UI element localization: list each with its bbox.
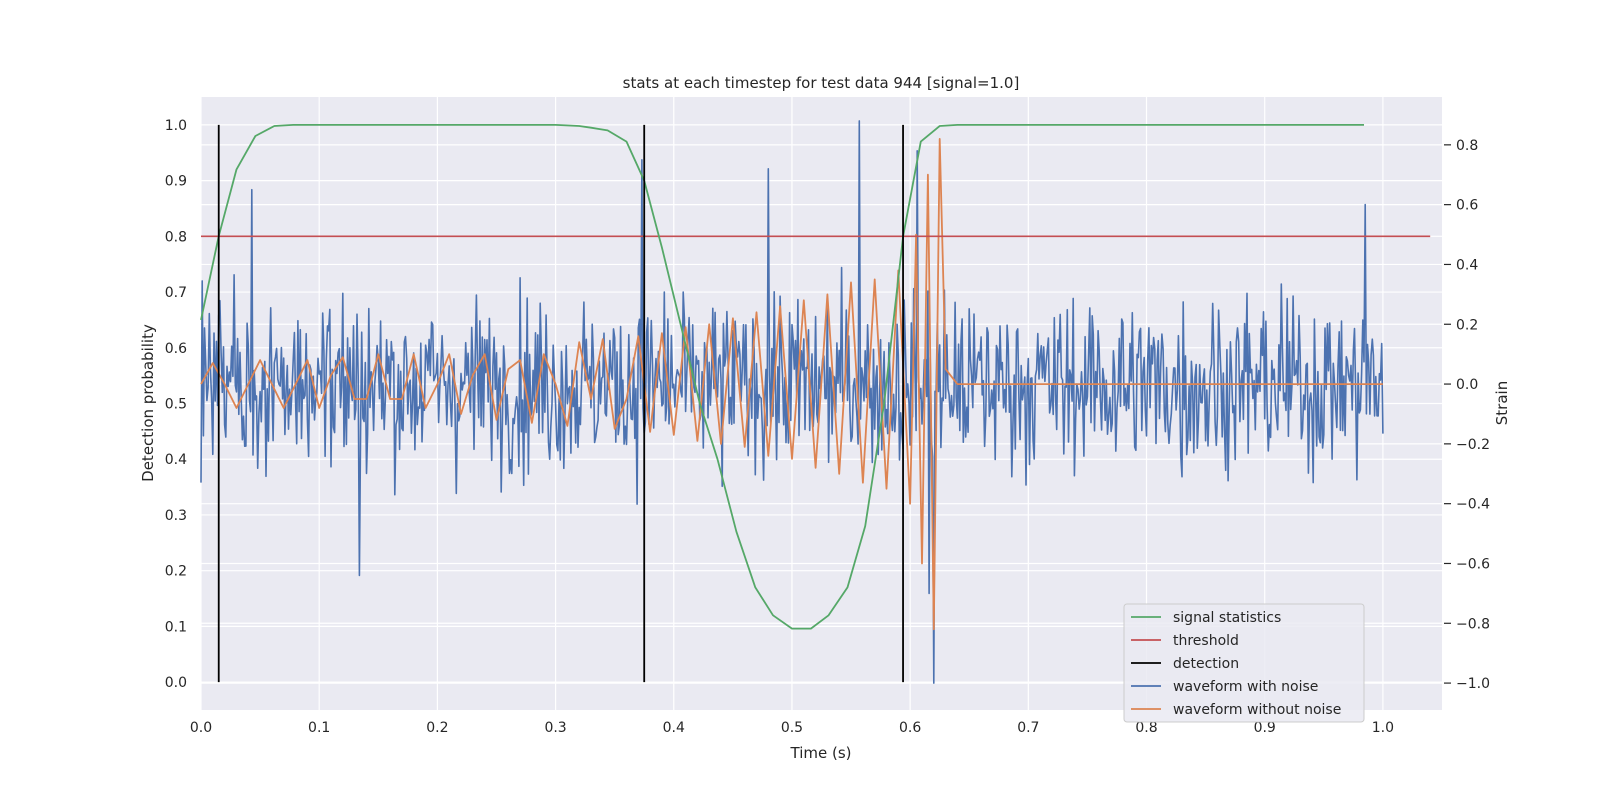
x-tick-label: 0.8: [1135, 720, 1157, 736]
legend: signal statistics threshold detection wa…: [1123, 603, 1365, 723]
y-tick-label-right: −0.2: [1456, 437, 1490, 453]
series-signal-statistics: [200, 124, 1364, 630]
y-ticks-right: −1.0 −0.8 −0.6 −0.4 −0.2 0.0 0.2 0.4 0.6 0.8: [1444, 138, 1490, 692]
y-tick-label-right: 0.4: [1456, 257, 1478, 273]
legend-label-threshold: threshold: [1173, 633, 1239, 649]
y-tick-label-right: −1.0: [1456, 676, 1490, 692]
y-tick-label-left: 0.6: [165, 341, 187, 357]
y-tick-label-left: 0.5: [165, 397, 187, 413]
y-tick-label-left: 1.0: [165, 118, 187, 134]
x-tick-label: 0.7: [1017, 720, 1039, 736]
legend-label-clean: waveform without noise: [1173, 702, 1341, 718]
y-tick-label-right: 0.8: [1456, 138, 1478, 154]
y-tick-label-left: 0.2: [165, 564, 187, 580]
y-tick-label-left: 0.7: [165, 285, 187, 301]
y-tick-label-right: 0.6: [1456, 198, 1478, 214]
x-tick-label: 1.0: [1372, 720, 1394, 736]
legend-label-detection: detection: [1173, 656, 1239, 672]
y-axis-title-left: Detection probability: [139, 324, 157, 482]
series-layer: [200, 120, 1431, 684]
y-axis-title-right: Strain: [1493, 381, 1511, 425]
y-tick-label-left: 0.9: [165, 174, 187, 190]
x-tick-label: 0.0: [190, 720, 212, 736]
y-tick-label-left: 0.3: [165, 508, 187, 524]
x-tick-label: 0.2: [426, 720, 448, 736]
series-waveform-with-noise: [200, 120, 1384, 684]
y-tick-label-right: −0.6: [1456, 556, 1490, 572]
y-tick-label-right: −0.4: [1456, 497, 1490, 513]
legend-label-signal: signal statistics: [1173, 610, 1281, 626]
x-ticks: 0.0 0.1 0.2 0.3 0.4 0.5 0.6 0.7 0.8 0.9 1.0: [190, 720, 1394, 736]
y-tick-label-left: 0.1: [165, 619, 187, 635]
y-tick-label-right: 0.2: [1456, 317, 1478, 333]
chart-title: stats at each timestep for test data 944…: [623, 74, 1020, 92]
y-tick-label-right: −0.8: [1456, 616, 1490, 632]
legend-box: [1123, 603, 1365, 723]
x-tick-label: 0.4: [663, 720, 685, 736]
y-tick-label-left: 0.4: [165, 452, 187, 468]
y-tick-label-left: 0.8: [165, 229, 187, 245]
legend-label-noisy: waveform with noise: [1173, 679, 1318, 695]
x-tick-label: 0.1: [308, 720, 330, 736]
x-tick-label: 0.3: [544, 720, 566, 736]
y-tick-label-right: 0.0: [1456, 377, 1478, 393]
x-tick-label: 0.5: [781, 720, 803, 736]
y-ticks-left: 0.0 0.1 0.2 0.3 0.4 0.5 0.6 0.7 0.8 0.9 1.0: [165, 118, 187, 691]
x-tick-label: 0.9: [1254, 720, 1276, 736]
x-tick-label: 0.6: [899, 720, 921, 736]
series-waveform-without-noise: [200, 137, 1383, 631]
y-tick-label-left: 0.0: [165, 675, 187, 691]
x-axis-title: Time (s): [790, 744, 852, 762]
